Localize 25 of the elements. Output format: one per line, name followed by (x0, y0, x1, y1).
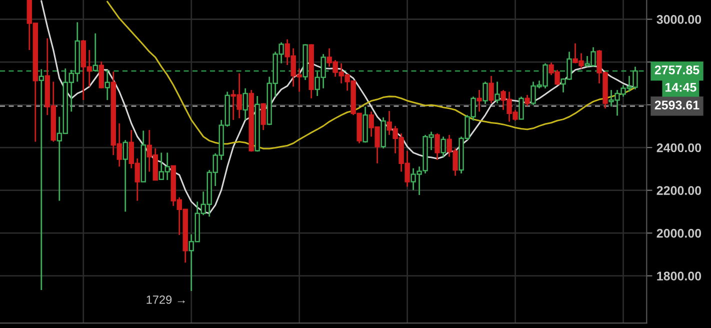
y-tick-label: 2200.00 (656, 186, 702, 195)
candlestick (104, 69, 110, 101)
candlestick (242, 88, 248, 121)
candlestick (122, 139, 128, 212)
annotation: 1729 → (146, 295, 185, 304)
ref-line-label: 2757.85 (654, 66, 700, 74)
candlestick (440, 136, 446, 158)
candlestick (482, 80, 488, 105)
text: 14:45 (665, 83, 696, 92)
candlestick (488, 75, 494, 104)
candlestick (494, 80, 500, 104)
y-tick-label: 2400.00 (656, 143, 702, 152)
y-tick-label: 2000.00 (656, 228, 702, 238)
candlestick (92, 32, 98, 72)
candlestick (434, 132, 440, 161)
ref-line-label: 2593.61 (654, 100, 700, 110)
candlestick (518, 96, 524, 120)
line-series (106, 0, 636, 150)
candlestick (260, 102, 266, 131)
candlestick (476, 89, 482, 112)
candlestick (38, 68, 44, 291)
y-tick-label: 3000.00 (656, 15, 702, 24)
y-tick-label: 1800.00 (657, 272, 702, 280)
candlestick (524, 94, 530, 107)
candlestick (98, 60, 104, 89)
